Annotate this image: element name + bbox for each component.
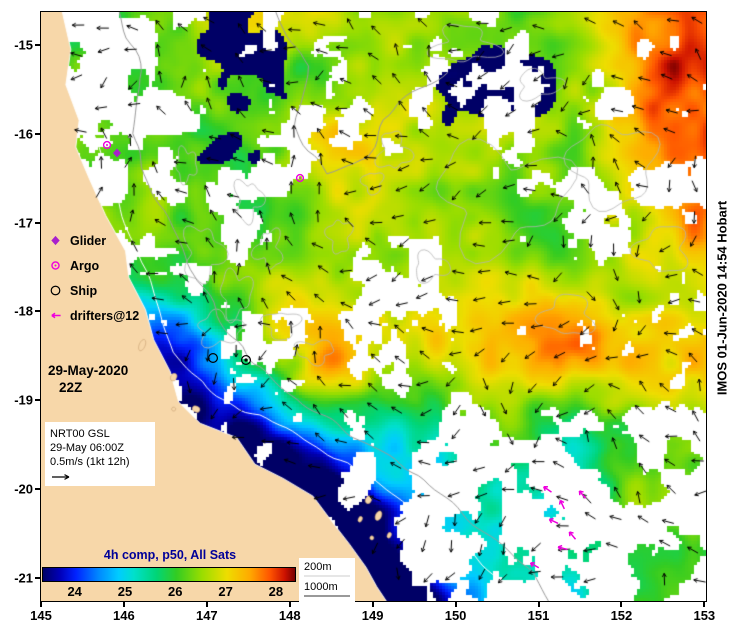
colorbar-tick-label: 26 [168,584,183,599]
lon-tick-label: 148 [278,608,301,623]
colorbar-tick-label: 25 [117,584,133,599]
lon-tick-mark [537,602,540,607]
colorbar-tick-label: 24 [67,584,82,599]
lat-tick-label: -15 [14,37,33,53]
lon-tick-label: 153 [693,608,716,623]
lat-tick-label: -18 [14,303,33,319]
nrt-line1: NRT00 GSL [50,428,110,440]
credit-text: IMOS 01-Jun-2020 14:54 Hobart [714,200,730,396]
legend-item-glider: Glider [49,228,139,253]
lat-tick-mark [35,221,40,224]
lat-tick-mark [35,43,40,46]
lon-tick-label: 152 [610,608,633,623]
lat-tick-mark [35,488,40,491]
ship-circle-icon [50,285,61,296]
lon-tick-label: 149 [361,608,384,623]
legend-label-argo: Argo [70,258,100,273]
drifter-arrow-icon [51,312,61,319]
lon-tick-mark [620,602,623,607]
lat-tick-label: -17 [14,215,33,231]
velocity-scale-arrow-icon [52,474,70,480]
legend-label-ship: Ship [70,283,98,298]
lon-tick-label: 146 [113,608,135,623]
depth-contour-legend: 200m 1000m [299,558,355,604]
lon-tick-mark [454,602,457,607]
nrt-annotation: NRT00 GSL 29-May 06:00Z 0.5m/s (1kt 12h) [45,422,155,486]
lat-tick-mark [35,399,40,402]
colorbar-title: 4h comp, p50, All Sats [103,548,237,562]
colorbar-gradient [42,567,296,582]
legend-label-glider: Glider [70,233,107,248]
lon-tick-label: 150 [444,608,467,623]
legend-label-drifters: drifters@12 [70,308,140,323]
colorbar-tick-labels: 24 25 26 27 28 [42,584,296,600]
lat-tick-label: -19 [14,392,33,408]
glider-diamond-icon [51,235,60,246]
depth-item-200m: 200m [304,561,350,577]
lon-tick-mark [40,602,42,607]
lon-tick-mark [122,602,125,607]
legend-item-argo: Argo [49,253,139,278]
lat-tick-mark [35,310,40,313]
nrt-line3: 0.5m/s (1kt 12h) [50,456,130,468]
lon-tick-label: 147 [195,608,218,623]
argo-circle-icon [51,261,60,270]
depth-line-1000m-swatch [304,595,350,597]
date-line2: 22Z [59,380,83,395]
colorbar: 4h comp, p50, All Sats 24 25 26 27 28 [42,548,298,600]
depth-item-1000m: 1000m [304,581,350,597]
colorbar-tick-label: 27 [218,584,233,599]
lon-tick-mark [205,602,208,607]
depth-label-1000m: 1000m [304,581,338,593]
lat-tick-label: -16 [14,126,33,142]
date-annotation: 29-May-2020 22Z [48,362,128,396]
sst-map-canvas [41,12,706,601]
legend-item-ship: Ship [49,278,139,303]
lon-tick-mark [703,602,706,607]
date-line1: 29-May-2020 [48,363,129,378]
lat-tick-mark [35,576,40,579]
lat-tick-label: -21 [14,570,33,586]
lon-tick-mark [288,602,291,607]
lon-tick-label: 151 [527,608,550,623]
nrt-line2: 29-May 06:00Z [50,442,124,454]
lat-tick-mark [35,132,40,135]
legend-item-drifters: drifters@12 [49,303,139,328]
depth-line-200m-swatch [304,575,350,577]
lon-tick-label: 145 [30,608,52,623]
platform-legend: Glider Argo Ship drifters@12 [49,228,139,328]
colorbar-tick-label: 28 [268,584,284,599]
lat-tick-label: -20 [14,481,33,497]
lon-tick-mark [371,602,374,607]
depth-label-200m: 200m [304,561,332,573]
map-plot: Glider Argo Ship drifters@12 29-May-2020… [40,11,707,604]
